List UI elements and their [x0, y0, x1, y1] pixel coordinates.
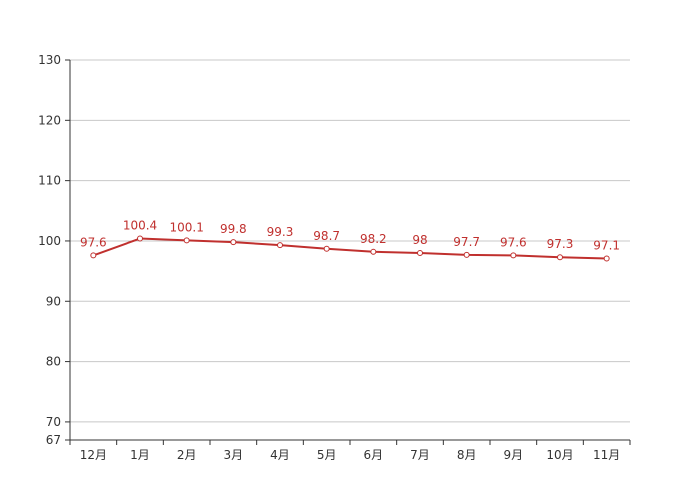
- data-label: 97.6: [500, 235, 527, 249]
- data-label: 99.8: [220, 222, 247, 236]
- axes: [65, 59, 631, 445]
- data-point: [557, 254, 563, 261]
- data-point: [417, 250, 423, 257]
- y-tick-label: 110: [38, 174, 61, 188]
- data-label: 98.2: [360, 232, 387, 246]
- data-labels: 97.6 100.4 100.1 99.8 99.3 98.7 98.2 98 97.7 97.6…: [80, 219, 620, 253]
- y-tick-label: 80: [46, 355, 61, 369]
- data-point: [277, 242, 283, 249]
- y-tick-label: 120: [38, 113, 61, 127]
- y-tick-label: 130: [38, 53, 61, 67]
- y-tick-label: 90: [46, 294, 61, 308]
- x-tick-label: 7月: [410, 448, 430, 462]
- grid-lines: [70, 59, 630, 423]
- x-tick-label: 12月: [80, 448, 107, 462]
- x-tick-label: 2月: [177, 448, 197, 462]
- series-line-group: [92, 237, 607, 260]
- data-label: 100.4: [123, 219, 157, 233]
- x-tick-label: 1月: [130, 448, 150, 462]
- x-tick-label: 3月: [224, 448, 244, 462]
- y-tick-label: 70: [46, 415, 61, 429]
- data-point: [370, 248, 377, 255]
- x-tick-label: 9月: [504, 448, 524, 462]
- data-point: [230, 239, 237, 246]
- y-tick-label: 67: [46, 433, 61, 447]
- data-point: [323, 245, 330, 252]
- data-label: 97.3: [547, 237, 574, 251]
- data-point: [137, 235, 143, 242]
- x-tick-label: 11月: [593, 448, 620, 462]
- data-label: 98: [412, 233, 427, 247]
- series-line: [92, 237, 607, 260]
- data-point: [463, 251, 470, 258]
- x-tick-label: 8月: [457, 448, 477, 462]
- x-tick-label: 4月: [270, 448, 290, 462]
- x-tick-label: 5月: [317, 448, 337, 462]
- data-label: 97.1: [593, 238, 620, 252]
- data-point: [90, 252, 97, 259]
- x-tick-label: 6月: [364, 448, 384, 462]
- data-label: 100.1: [169, 220, 203, 234]
- data-label: 98.7: [313, 229, 340, 243]
- data-label: 97.6: [80, 235, 107, 249]
- y-tick-labels: 67 70 80 90 100 110 120 130: [38, 53, 61, 447]
- data-points: [90, 235, 610, 262]
- y-tick-label: 100: [38, 234, 61, 248]
- data-point: [510, 252, 517, 259]
- data-label: 99.3: [267, 225, 294, 239]
- x-tick-labels: 12月 1月 2月 3月 4月 5月 6月 7月 8月 9月 10月 11月: [80, 448, 621, 462]
- data-point: [603, 255, 610, 262]
- x-tick-label: 10月: [546, 448, 573, 462]
- data-label: 97.7: [453, 235, 480, 249]
- data-point: [183, 237, 190, 244]
